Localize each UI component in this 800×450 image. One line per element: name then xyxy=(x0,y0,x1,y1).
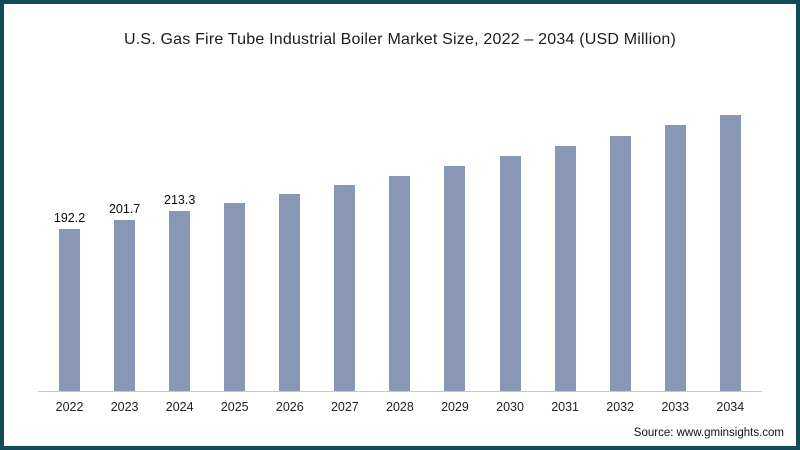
bar xyxy=(169,210,191,391)
bar-group: 2025 xyxy=(207,95,262,414)
bar xyxy=(389,175,411,391)
bar-area xyxy=(334,95,356,391)
bar xyxy=(444,166,466,391)
bar xyxy=(114,220,136,391)
x-axis-label: 2027 xyxy=(330,400,359,414)
x-axis-label: 2028 xyxy=(386,400,414,414)
bar-area xyxy=(609,95,631,391)
bar-area xyxy=(389,95,411,391)
x-axis-label: 2033 xyxy=(661,400,690,414)
bar-area xyxy=(554,95,576,391)
x-axis-label: 2032 xyxy=(606,400,635,414)
bar-area xyxy=(224,95,246,391)
bar-group: 2027 xyxy=(317,95,372,414)
x-axis-label: 2022 xyxy=(55,400,84,414)
bar-group: 2031 xyxy=(538,95,593,414)
bar xyxy=(719,114,741,391)
bar-group: 201.7 2023 xyxy=(97,95,152,414)
bar-area xyxy=(279,95,301,391)
bar xyxy=(609,135,631,391)
plot-area: 192.2 2022 201.7 2023 213.3 2024 2025 2026 2027 2… xyxy=(38,95,762,415)
bar-value-label: 201.7 xyxy=(108,202,141,217)
bar-area: 213.3 xyxy=(164,95,195,391)
bar xyxy=(334,184,356,391)
bar xyxy=(554,146,576,391)
bar-area xyxy=(499,95,521,391)
bar-group: 213.3 2024 xyxy=(152,95,207,414)
bar xyxy=(499,156,521,391)
bar-group: 192.2 2022 xyxy=(42,95,97,415)
bar xyxy=(279,193,301,391)
x-axis-label: 2023 xyxy=(110,400,139,414)
bar-value-label: 192.2 xyxy=(53,210,86,225)
bar-value-label: 213.3 xyxy=(164,192,196,207)
bar xyxy=(664,124,686,391)
bar-group: 2026 xyxy=(262,95,317,414)
bar-group: 2033 xyxy=(648,95,703,414)
bar xyxy=(224,202,246,391)
bar-group: 2028 xyxy=(372,95,427,414)
bar-area: 192.2 xyxy=(54,95,85,391)
bar xyxy=(59,228,81,391)
x-axis-label: 2026 xyxy=(275,400,304,414)
bar-area xyxy=(664,95,686,391)
x-axis-label: 2024 xyxy=(165,400,194,414)
x-axis-label: 2031 xyxy=(551,400,579,414)
x-axis-label: 2030 xyxy=(496,400,524,414)
x-axis-label: 2029 xyxy=(441,400,469,414)
bar-area: 201.7 xyxy=(109,95,140,391)
x-axis-label: 2025 xyxy=(220,400,249,414)
bar-group: 2029 xyxy=(427,95,482,414)
x-axis-line xyxy=(38,391,762,392)
bar-group: 2032 xyxy=(593,95,648,414)
chart-title: U.S. Gas Fire Tube Industrial Boiler Mar… xyxy=(123,31,677,48)
bar-group: 2034 xyxy=(703,95,758,414)
source-credit: Source: www.gminsights.com xyxy=(633,427,784,439)
bar-area xyxy=(719,95,741,391)
bar-group: 2030 xyxy=(483,95,538,414)
x-axis-label: 2034 xyxy=(716,400,745,414)
bar-area xyxy=(444,95,466,391)
